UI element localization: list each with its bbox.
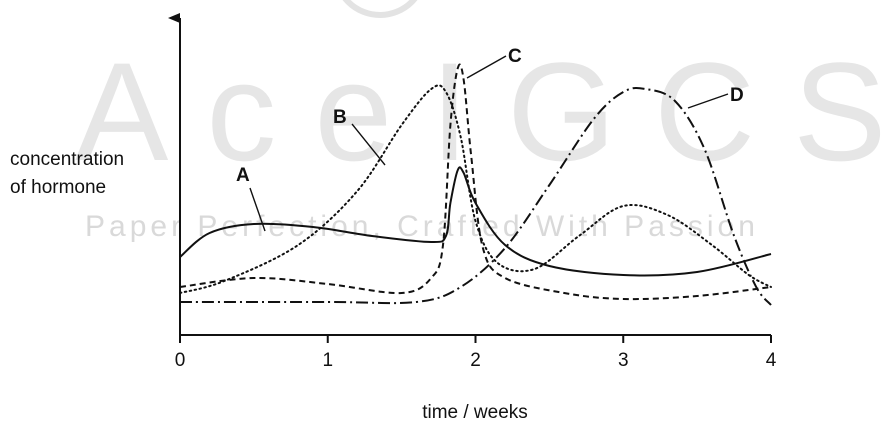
x-ticks: 0 1 2 3 4 (175, 335, 777, 371)
leader-line-B (351, 123, 386, 166)
x-tick-label-3: 3 (618, 350, 629, 371)
leader-line-D (687, 93, 729, 109)
curve-A (179, 166, 772, 277)
curve-label-C: C (508, 46, 522, 67)
x-tick-label-1: 1 (322, 350, 333, 371)
watermark-circle (342, 0, 418, 18)
y-axis-label-line-1: concentration (10, 149, 124, 170)
x-tick-label-2: 2 (470, 350, 481, 371)
curve-C (179, 63, 772, 301)
watermark-tagline: Paper Perfection, Crafted With Passion (85, 210, 759, 243)
leader-line-C (466, 55, 507, 79)
curve-label-B: B (333, 107, 347, 128)
y-axis-label-line-2: of hormone (10, 177, 106, 198)
curve-labels: A B C D (236, 46, 744, 232)
leader-line-A (249, 187, 266, 232)
curve-label-A: A (236, 165, 250, 186)
curve-B (179, 84, 772, 294)
x-tick-label-4: 4 (766, 350, 777, 371)
x-axis-label: time / weeks (422, 402, 528, 421)
watermark-logo-text: AceIGCSE (75, 33, 886, 190)
x-tick-label-0: 0 (175, 350, 186, 371)
curve-label-D: D (730, 85, 744, 106)
curves (179, 63, 772, 306)
